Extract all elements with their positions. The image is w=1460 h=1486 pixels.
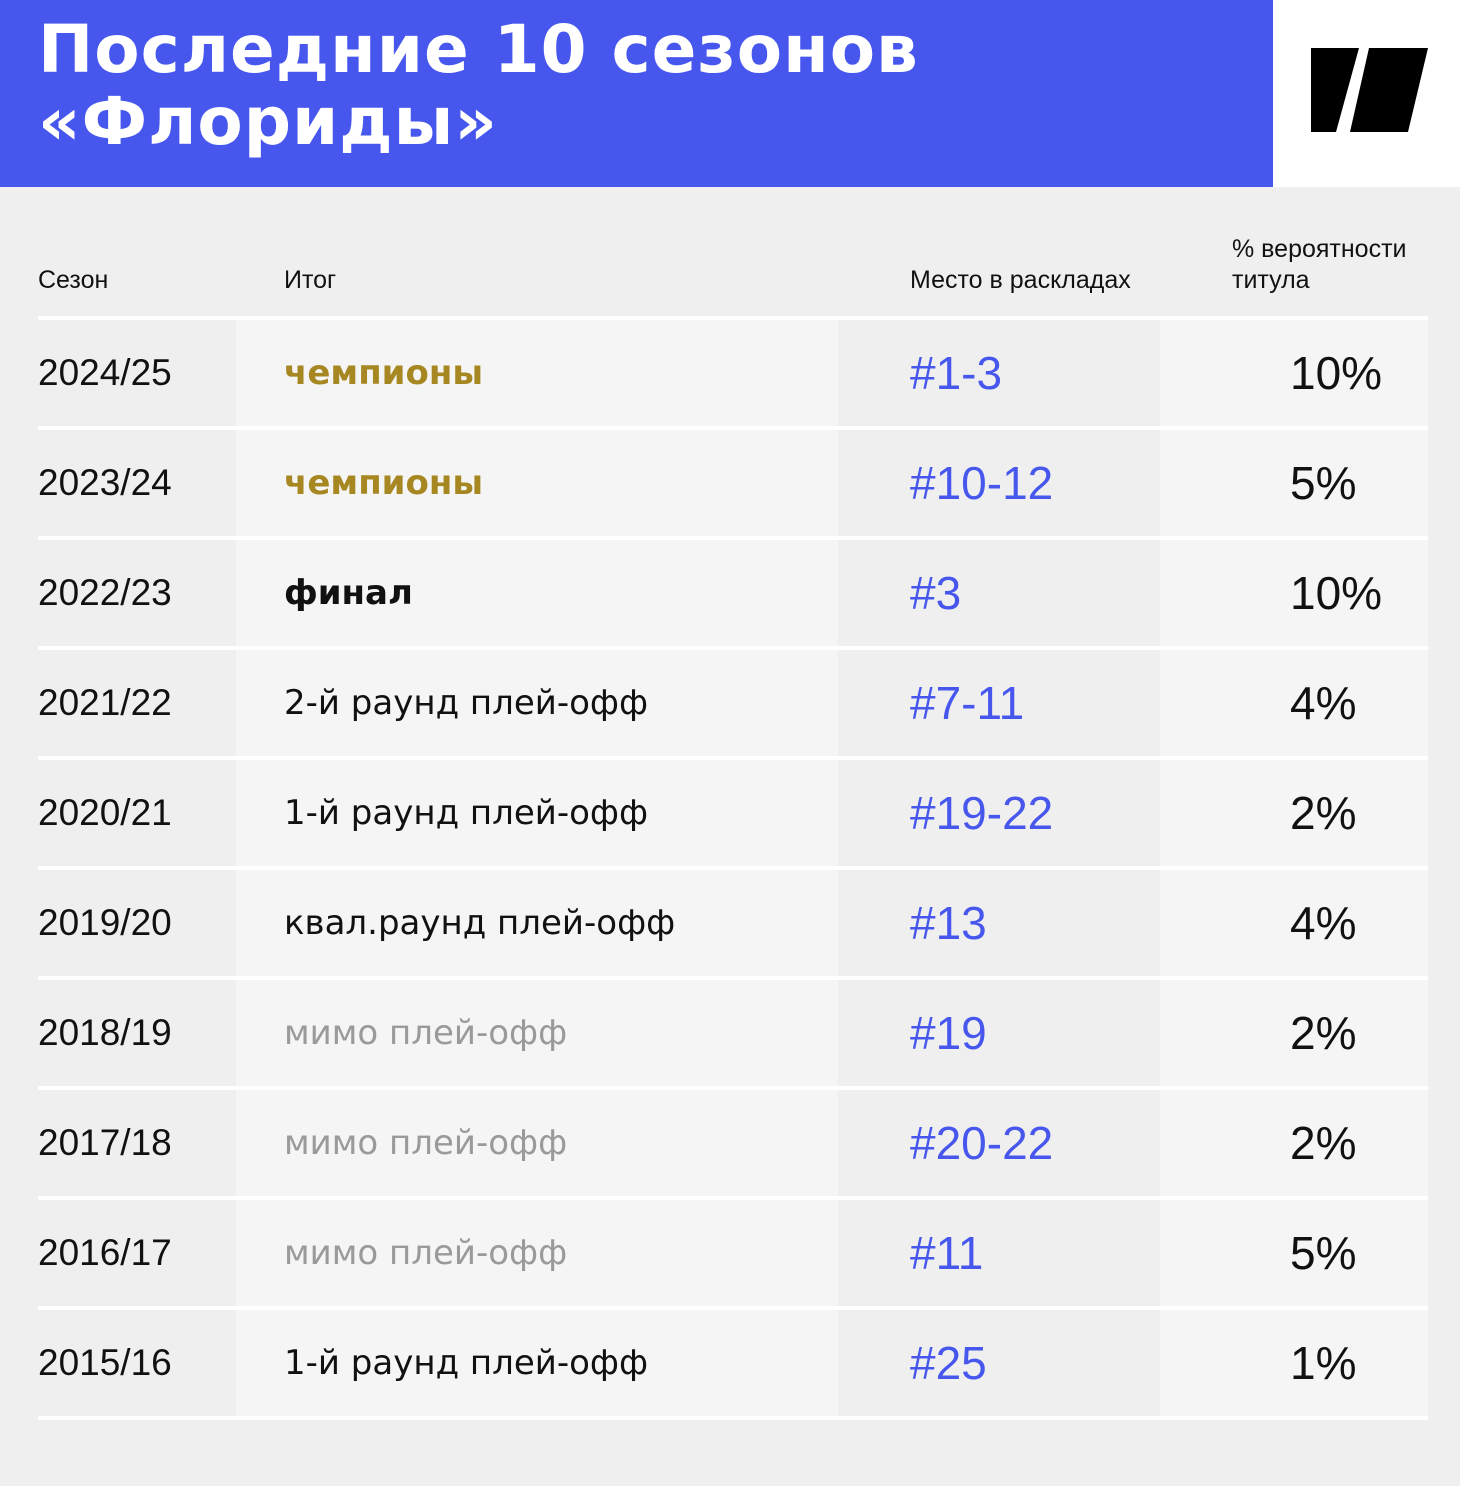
result-cell: 1-й раунд плей-офф	[284, 793, 649, 833]
page-title-line-2: «Флориды»	[38, 83, 498, 160]
column-header-probability-line-1: % вероятности	[1232, 235, 1407, 263]
rank-cell: #1-3	[910, 347, 1003, 399]
result-cell: мимо плей-офф	[284, 1233, 568, 1273]
probability-cell: 2%	[1290, 1007, 1357, 1059]
table-top-divider	[38, 316, 1428, 320]
page-title-line-1: Последние 10 сезонов	[38, 11, 919, 88]
probability-cell: 1%	[1290, 1337, 1357, 1389]
rank-cell: #19	[910, 1007, 987, 1059]
table-row: 2024/25 чемпионы #1-3 10%	[38, 320, 1428, 430]
rank-cell: #25	[910, 1337, 987, 1389]
season-cell: 2020/21	[38, 792, 172, 833]
column-header-season: Сезон	[38, 266, 109, 294]
result-cell: чемпионы	[284, 463, 484, 503]
season-cell: 2015/16	[38, 1342, 172, 1383]
column-header-result: Итог	[284, 266, 337, 294]
probability-cell: 5%	[1290, 1227, 1357, 1279]
result-cell: финал	[284, 573, 413, 613]
brand-logo-icon	[1311, 48, 1428, 132]
season-cell: 2018/19	[38, 1012, 172, 1053]
table-row: 2019/20 квал.раунд плей-офф #13 4%	[38, 870, 1428, 980]
table-row: 2017/18 мимо плей-офф #20-22 2%	[38, 1090, 1428, 1200]
rank-cell: #13	[910, 897, 987, 949]
season-cell: 2022/23	[38, 572, 172, 613]
season-cell: 2023/24	[38, 462, 172, 503]
probability-cell: 10%	[1290, 347, 1383, 399]
probability-cell: 2%	[1290, 1117, 1357, 1169]
table-row: 2023/24 чемпионы #10-12 5%	[38, 430, 1428, 540]
page-title: Последние 10 сезонов «Флориды»	[38, 14, 919, 158]
season-cell: 2021/22	[38, 682, 172, 723]
logo-panel	[1273, 0, 1460, 187]
result-cell: мимо плей-офф	[284, 1013, 568, 1053]
column-header-probability: % вероятности титула	[1232, 234, 1407, 296]
table-row: 2022/23 финал #3 10%	[38, 540, 1428, 650]
rank-cell: #20-22	[910, 1117, 1054, 1169]
season-cell: 2016/17	[38, 1232, 172, 1273]
result-cell: 2-й раунд плей-офф	[284, 683, 649, 723]
rank-cell: #19-22	[910, 787, 1054, 839]
table-row: 2015/16 1-й раунд плей-офф #25 1%	[38, 1310, 1428, 1420]
probability-cell: 4%	[1290, 897, 1357, 949]
result-cell: мимо плей-офф	[284, 1123, 568, 1163]
title-banner: Последние 10 сезонов «Флориды»	[0, 0, 1273, 187]
probability-cell: 5%	[1290, 457, 1357, 509]
table-row: 2020/21 1-й раунд плей-офф #19-22 2%	[38, 760, 1428, 870]
column-header-probability-line-2: титула	[1232, 266, 1310, 294]
season-cell: 2024/25	[38, 352, 172, 393]
result-cell: чемпионы	[284, 353, 484, 393]
rank-cell: #10-12	[910, 457, 1054, 509]
probability-cell: 2%	[1290, 787, 1357, 839]
probability-cell: 4%	[1290, 677, 1357, 729]
table-row: 2016/17 мимо плей-офф #11 5%	[38, 1200, 1428, 1310]
rank-cell: #7-11	[910, 677, 1025, 729]
table-row: 2021/22 2-й раунд плей-офф #7-11 4%	[38, 650, 1428, 760]
seasons-table: 2024/25 чемпионы #1-3 10% 2023/24 чемпио…	[38, 320, 1428, 1420]
rank-cell: #3	[910, 567, 962, 619]
table-row: 2018/19 мимо плей-офф #19 2%	[38, 980, 1428, 1090]
probability-cell: 10%	[1290, 567, 1383, 619]
result-cell: 1-й раунд плей-офф	[284, 1343, 649, 1383]
column-header-rank: Место в раскладах	[910, 266, 1131, 294]
season-cell: 2017/18	[38, 1122, 172, 1163]
season-cell: 2019/20	[38, 902, 172, 943]
rank-cell: #11	[910, 1227, 984, 1279]
result-cell: квал.раунд плей-офф	[284, 903, 676, 943]
